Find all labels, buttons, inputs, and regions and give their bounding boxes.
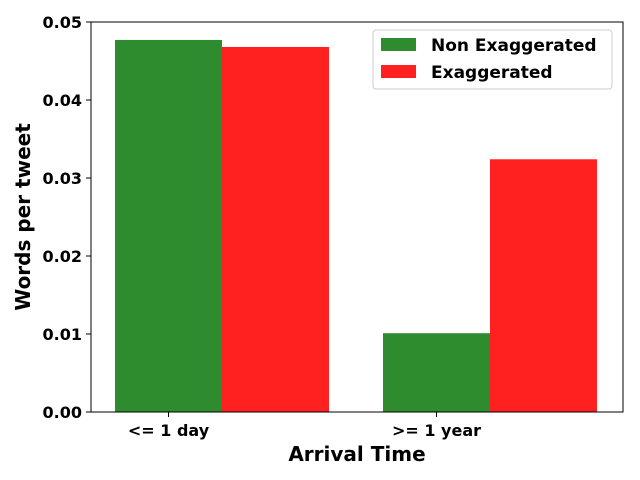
legend-swatch-non-exaggerated — [381, 38, 416, 51]
bar-non-exaggerated-1 — [383, 333, 490, 412]
y-tick-label: 0.05 — [43, 13, 82, 32]
y-axis-label: Words per tweet — [11, 123, 35, 311]
x-axis-label: Arrival Time — [288, 442, 425, 466]
bars-group — [115, 39, 597, 413]
legend-swatch-exaggerated — [381, 65, 416, 78]
y-tick-label: 0.01 — [43, 325, 82, 344]
legend-label-non-exaggerated: Non Exaggerated — [431, 36, 597, 56]
y-tick-label: 0.03 — [43, 169, 82, 188]
y-tick-label: 0.00 — [43, 403, 82, 422]
legend-label-exaggerated: Exaggerated — [431, 63, 553, 83]
legend: Non Exaggerated Exaggerated — [372, 29, 613, 90]
y-tick-label: 0.04 — [43, 91, 82, 110]
x-tick-label: >= 1 year — [392, 421, 481, 440]
x-axis: <= 1 day >= 1 year — [128, 412, 481, 440]
bar-non-exaggerated-0 — [115, 39, 222, 412]
x-tick-label: <= 1 day — [128, 421, 210, 440]
y-axis: 0.00 0.01 0.02 0.03 0.04 0.05 — [43, 13, 91, 422]
legend-frame — [372, 29, 613, 90]
plot-frame — [90, 21, 624, 413]
bar-exaggerated-0 — [222, 46, 329, 413]
y-tick-label: 0.02 — [43, 247, 82, 266]
bar-exaggerated-1 — [490, 159, 597, 412]
